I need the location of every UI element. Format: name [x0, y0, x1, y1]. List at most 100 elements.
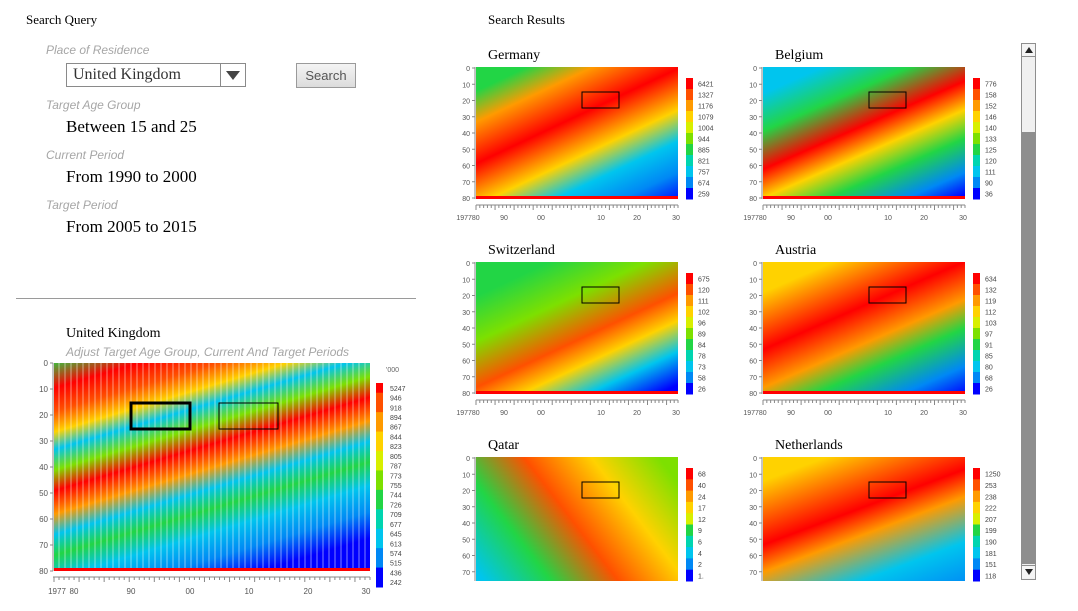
result-legend-swatch	[686, 501, 693, 514]
result-legend-swatch	[686, 144, 693, 156]
result-target-marker	[868, 91, 907, 109]
result-legend-swatch	[973, 328, 980, 340]
result-legend-label: 1079	[698, 115, 714, 122]
result-legend-swatch	[973, 513, 980, 525]
search-results-header: Search Results	[488, 12, 565, 27]
dropdown-toggle[interactable]	[220, 64, 245, 86]
result-legend-label: 140	[985, 126, 997, 133]
result-legend-label: 885	[698, 148, 710, 155]
main-legend-swatch	[376, 383, 383, 394]
result-x-tick-label: 30	[959, 410, 967, 417]
main-y-tick-label: 0	[44, 359, 49, 368]
result-legend-swatch	[973, 383, 980, 395]
result-legend-label: 675	[698, 277, 710, 284]
result-legend-label: 26	[985, 387, 993, 394]
result-heatmap-belgium[interactable]: 0 10 20 30 40 50 60 70 80 197780 90 00 10 20 30 776 158 1…	[727, 62, 1017, 247]
result-target-marker	[868, 286, 907, 304]
result-y-tick-label: 0	[466, 456, 470, 463]
scroll-up-button[interactable]	[1022, 44, 1035, 57]
result-legend-swatch	[686, 133, 693, 145]
main-heatmap-baseline	[54, 568, 370, 571]
result-legend-swatch	[686, 122, 693, 134]
search-query-header: Search Query	[26, 12, 98, 27]
result-x-tick-label: 90	[500, 215, 508, 222]
result-y-tick-label: 30	[749, 505, 757, 512]
result-y-tick-label: 0	[466, 261, 470, 268]
result-x-tick-label: 90	[500, 410, 508, 417]
result-legend-label: 68	[698, 472, 706, 479]
result-y-tick-label: 80	[749, 391, 757, 398]
result-heatmap-baseline	[763, 391, 965, 394]
result-legend-swatch	[973, 295, 980, 307]
main-legend-swatch	[376, 392, 383, 403]
result-legend-label: 40	[698, 483, 706, 490]
current-period-selector[interactable]	[129, 401, 192, 431]
main-legend-swatch	[376, 567, 383, 578]
result-legend-label: 151	[985, 562, 997, 569]
main-legend-label: 5247	[390, 386, 406, 393]
result-legend-swatch	[686, 78, 693, 90]
result-legend-label: 9	[698, 528, 702, 535]
main-legend-label: 709	[390, 512, 402, 519]
result-y-tick-label: 30	[749, 310, 757, 317]
result-x-tick-label: 00	[824, 215, 832, 222]
result-legend-label: 253	[985, 483, 997, 490]
result-heatmap-qatar[interactable]: 0 10 20 30 40 50 60 70 68 40 24 17 12 9 6 4 2 1.	[440, 452, 730, 611]
result-x-tick-label: 197780	[743, 215, 766, 222]
result-legend-swatch	[686, 100, 693, 112]
main-x-tick-label: 30	[362, 587, 371, 596]
result-x-tick-label: 20	[920, 410, 928, 417]
result-y-tick-label: 10	[749, 82, 757, 89]
result-legend-swatch	[973, 569, 980, 582]
result-y-tick-label: 10	[462, 82, 470, 89]
main-y-tick-label: 60	[39, 515, 48, 524]
result-legend-swatch	[973, 372, 980, 384]
result-y-tick-label: 60	[462, 164, 470, 171]
main-legend-swatch	[376, 412, 383, 423]
result-legend-label: 89	[698, 332, 706, 339]
result-legend-swatch	[973, 468, 980, 480]
main-legend-label: 755	[390, 483, 402, 490]
main-legend-label: 867	[390, 425, 402, 432]
result-y-tick-label: 20	[749, 489, 757, 496]
search-button[interactable]: Search	[296, 63, 356, 88]
residence-select[interactable]: United Kingdom	[66, 63, 246, 87]
result-legend-label: 118	[985, 573, 996, 580]
result-legend-label: 199	[985, 528, 997, 535]
result-y-tick-label: 10	[462, 472, 470, 479]
result-x-tick-label: 197780	[743, 410, 766, 417]
main-heatmap-title: United Kingdom	[66, 326, 161, 341]
result-heatmap-netherlands[interactable]: 0 10 20 30 40 50 60 70 1250 253 238 222 207 199 190 181…	[727, 452, 1017, 611]
result-legend-label: 207	[985, 517, 997, 524]
result-heatmap-austria[interactable]: 0 10 20 30 40 50 60 70 80 197780 90 00 10 20 30 634 132 1…	[727, 257, 1017, 442]
main-legend-swatch	[376, 441, 383, 452]
result-legend-swatch	[686, 383, 693, 395]
scroll-down-button[interactable]	[1022, 565, 1035, 578]
results-scrollbar[interactable]	[1021, 43, 1036, 580]
result-legend-label: 133	[985, 137, 997, 144]
result-y-tick-label: 60	[462, 554, 470, 561]
result-x-tick-label: 197780	[456, 215, 479, 222]
result-legend-label: 90	[985, 181, 993, 188]
target-period-value: From 2005 to 2015	[66, 217, 197, 236]
result-legend-label: 119	[985, 299, 996, 306]
target-period-selector[interactable]	[218, 402, 279, 430]
main-legend-label: 805	[390, 454, 402, 461]
result-heatmap-surface	[763, 457, 965, 581]
main-legend-label: 773	[390, 473, 402, 480]
result-legend-swatch	[686, 535, 693, 548]
result-title-austria: Austria	[775, 243, 817, 258]
result-heatmap-switzerland[interactable]: 0 10 20 30 40 50 60 70 80 197780 90 00 10 20 30 675 120 1…	[440, 257, 730, 442]
result-legend-swatch	[686, 468, 693, 480]
main-legend-label: 574	[390, 551, 402, 558]
main-legend-swatch	[376, 557, 383, 569]
result-x-tick-label: 20	[633, 410, 641, 417]
result-legend-swatch	[686, 295, 693, 307]
result-legend-label: 2	[698, 562, 702, 569]
result-heatmap-surface	[476, 262, 678, 394]
result-heatmap-germany[interactable]: 0 10 20 30 40 50 60 70 80 197780 90 00 10 20 30 6421 132…	[440, 62, 730, 247]
result-legend-label: 132	[985, 288, 997, 295]
current-period-label: Current Period	[46, 148, 125, 162]
result-legend-label: 17	[698, 506, 706, 513]
scroll-thumb[interactable]	[1022, 132, 1035, 564]
